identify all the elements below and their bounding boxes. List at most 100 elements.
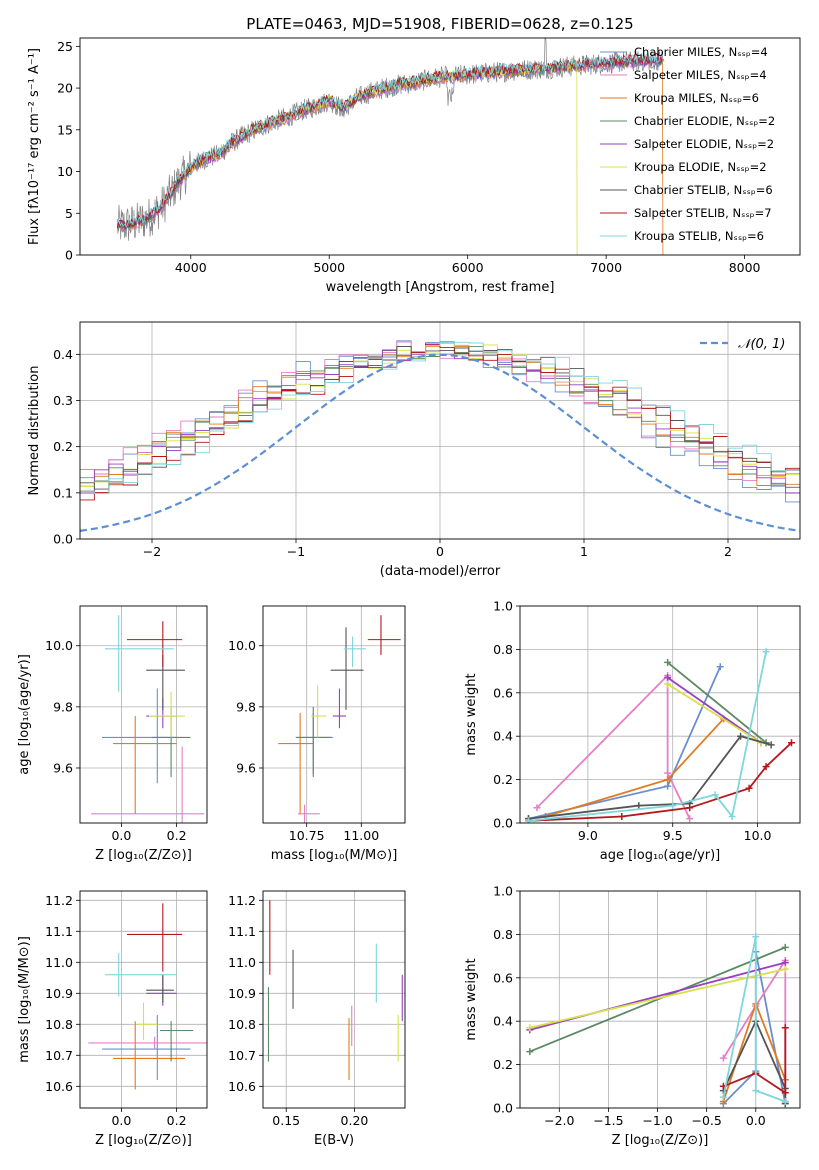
residual-histogram: [80, 342, 800, 487]
axes-frame: [262, 605, 406, 824]
y-tick-label: 0.4: [493, 729, 513, 744]
x-axis-label: Z [log₁₀(Z/Z⊙)]: [95, 1133, 192, 1148]
axes-frame: [79, 321, 801, 540]
y-tick-label: 10.0: [45, 638, 73, 653]
plot-area-residuals: [80, 322, 800, 539]
legend-label: 𝒩(0, 1): [738, 337, 785, 352]
x-tick-label: 11.00: [343, 828, 379, 843]
model-spectrum-line: [117, 52, 663, 229]
y-tick-label: 11.2: [45, 893, 73, 908]
weight-marker: [686, 804, 694, 812]
y-axis-label: mass weight: [464, 958, 479, 1040]
chart-title: PLATE=0463, MJD=51908, FIBERID=0628, z=0…: [246, 15, 633, 33]
x-tick-label: 5000: [313, 260, 345, 275]
x-axis-label: mass [log₁₀(M/M⊙)]: [271, 848, 398, 863]
legend-label: Kroupa ELODIE, Nₛₛₚ=2: [634, 160, 767, 174]
panel-weight-vs-Z: −2.0 −1.5 −1.0 −0.5 0.0 0.0 0.2 0.4 0.6 0.8 1.0 Z […: [464, 884, 801, 1148]
x-tick-label: −2.0: [544, 1113, 574, 1128]
y-tick-label: 11.1: [228, 924, 256, 939]
weight-marker: [752, 1087, 760, 1095]
weight-marker: [719, 1093, 727, 1101]
weight-marker: [664, 680, 672, 688]
weight-marker: [711, 791, 719, 799]
panel-spectrum: 4000 5000 6000 7000 8000 0 5 10 15 20 25 wavelength…: [27, 15, 801, 295]
y-tick-label: 10.9: [228, 986, 256, 1001]
weight-marker: [762, 648, 770, 656]
x-tick-label: −2: [143, 544, 161, 559]
legend-label: Kroupa STELIB, Nₛₛₚ=6: [634, 229, 764, 243]
weight-line: [528, 742, 793, 822]
weight-marker: [781, 1024, 789, 1032]
y-tick-label: 10.6: [45, 1079, 73, 1094]
weight-line: [545, 718, 725, 818]
weight-marker: [664, 658, 672, 666]
plot-area-age-vs-mass: [263, 606, 405, 823]
y-tick-label: 0.8: [493, 642, 513, 657]
x-tick-label: 1: [580, 544, 588, 559]
legend-label: Salpeter STELIB, Nₛₛₚ=7: [634, 206, 772, 220]
y-tick-label: 0.4: [53, 347, 73, 362]
plot-area-mass-vs-Z: [80, 891, 207, 1108]
y-tick-label: 11.0: [228, 955, 256, 970]
x-axis-label: (data-model)/error: [380, 564, 501, 579]
weight-marker: [767, 741, 775, 749]
plot-area-mass-vs-EBV: [263, 891, 405, 1108]
y-tick-label: 20: [57, 81, 73, 96]
y-tick-label: 0.8: [493, 927, 513, 942]
weight-marker: [664, 782, 672, 790]
weight-marker: [526, 1048, 534, 1056]
weight-marker: [635, 802, 643, 810]
panel-mass-vs-Z: 0.0 0.2 10.6 10.7 10.8 10.9 11.0 11.1 11.2 Z [log…: [17, 890, 208, 1148]
weight-marker: [745, 784, 753, 792]
weight-marker: [762, 763, 770, 771]
y-tick-label: 0.0: [53, 532, 73, 547]
x-tick-label: 0.0: [111, 828, 131, 843]
model-spectrum-line: [117, 52, 663, 228]
x-tick-label: 7000: [590, 260, 622, 275]
weight-line: [529, 968, 786, 1029]
x-tick-label: −1.0: [642, 1113, 672, 1128]
legend-label: Chabrier MILES, Nₛₛₚ=4: [634, 45, 768, 59]
x-tick-label: 9.5: [663, 828, 683, 843]
x-tick-label: 0.0: [746, 1113, 766, 1128]
weight-marker: [781, 965, 789, 973]
x-axis-label: E(B-V): [314, 1133, 354, 1148]
x-tick-label: 4000: [175, 260, 207, 275]
axes-frame: [79, 605, 208, 824]
y-axis-label: mass weight: [464, 673, 479, 755]
y-tick-label: 0.2: [493, 1057, 513, 1072]
panel-residuals: −2 −1 0 1 2 0.0 0.1 0.2 0.3 0.4 (data-model)/error…: [27, 321, 801, 579]
y-tick-label: 11.1: [45, 924, 73, 939]
weight-marker: [719, 1054, 727, 1062]
axes-frame: [519, 890, 801, 1109]
x-tick-label: 8000: [729, 260, 761, 275]
weight-line: [723, 1027, 787, 1095]
y-axis-label: mass [log₁₀(M/M⊙)]: [17, 936, 32, 1063]
panel-mass-vs-EBV: 0.15 0.20 10.6 10.7 10.8 10.9 11.0 11.1 11.2 E(B-…: [228, 890, 406, 1148]
weight-marker: [524, 817, 532, 823]
y-tick-label: 9.6: [53, 760, 73, 775]
weight-marker: [526, 1024, 534, 1032]
x-tick-label: 2: [724, 544, 732, 559]
weight-line: [528, 666, 722, 820]
weight-marker: [533, 804, 541, 812]
y-tick-label: 9.6: [236, 760, 256, 775]
y-tick-label: 10.0: [228, 638, 256, 653]
x-tick-label: 10.75: [289, 828, 325, 843]
weight-marker: [781, 1097, 789, 1105]
x-tick-label: 6000: [452, 260, 484, 275]
plot-area-weight-vs-age: [520, 606, 800, 823]
y-tick-label: 25: [57, 39, 73, 54]
y-tick-label: 10.9: [45, 986, 73, 1001]
x-axis-label: Z [log₁₀(Z/Z⊙)]: [95, 848, 192, 863]
weight-marker: [618, 812, 626, 820]
plot-area-age-vs-Z: [80, 606, 207, 823]
x-tick-label: 0.15: [272, 1113, 300, 1128]
x-tick-label: 0.0: [111, 1113, 131, 1128]
y-tick-label: 0: [65, 248, 73, 263]
x-tick-label: 10.0: [744, 828, 772, 843]
y-tick-label: 15: [57, 122, 73, 137]
legend-label: Salpeter ELODIE, Nₛₛₚ=2: [634, 137, 774, 151]
legend-label: Chabrier ELODIE, Nₛₛₚ=2: [634, 114, 775, 128]
weight-marker: [788, 739, 796, 747]
